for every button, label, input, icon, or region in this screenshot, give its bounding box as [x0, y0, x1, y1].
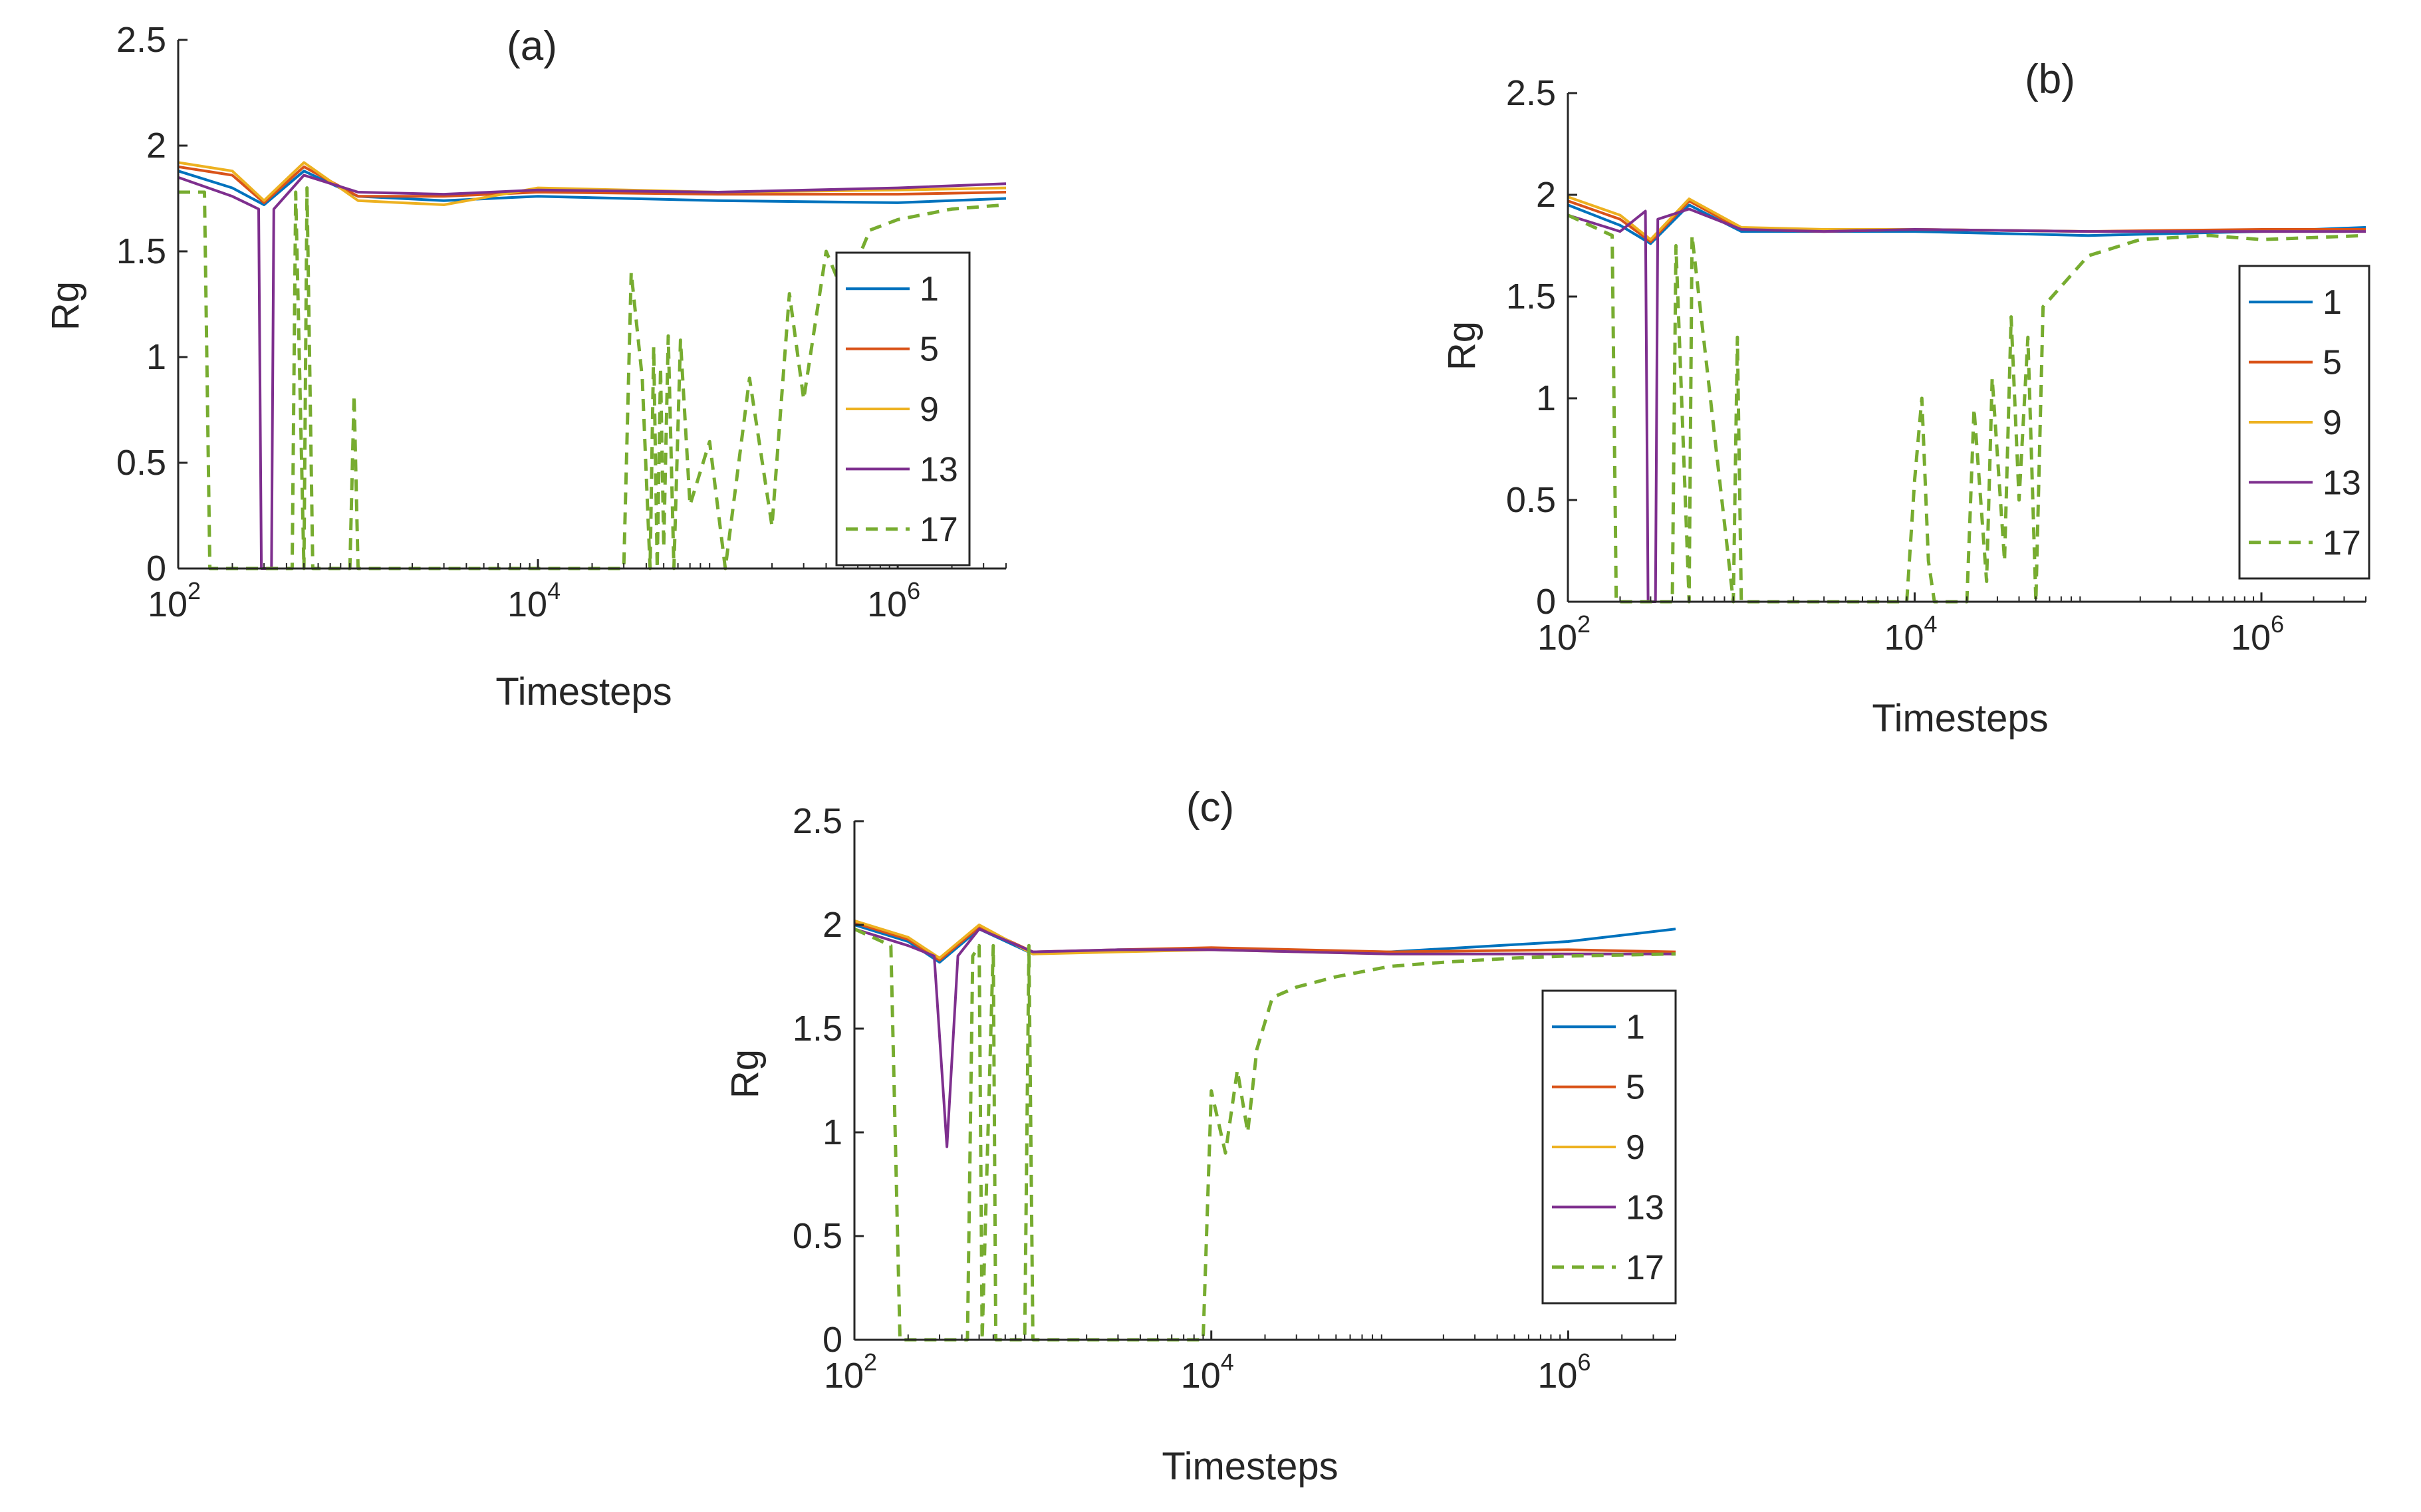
y-tick-label: 0.5 [793, 1216, 842, 1256]
y-tick-label: 1.5 [793, 1009, 842, 1049]
y-tick-label: 1 [146, 337, 166, 377]
series-line-13 [854, 928, 1676, 1148]
series-line-1 [178, 170, 1007, 206]
y-tick-label: 2.5 [793, 801, 842, 841]
panel-b: (b) 0 0.5 1 1.5 2 2.5 102 104 106 Timesteps Rg 1… [1440, 57, 2370, 740]
legend-label: 17 [2323, 524, 2361, 563]
y-axis-label: Rg [44, 281, 87, 330]
y-tick-label: 0.5 [116, 443, 166, 483]
y-tick-label: 2.5 [1506, 73, 1556, 113]
panel-title: (b) [2025, 57, 2075, 102]
y-tick-label: 0 [823, 1320, 842, 1360]
x-tick-label: 102 [148, 577, 201, 624]
y-tick-label: 1.5 [116, 231, 166, 271]
y-tick-label: 0.5 [1506, 480, 1556, 520]
y-tick-label: 2 [146, 126, 166, 166]
y-axis-label: Rg [723, 1049, 767, 1098]
legend-label: 1 [2323, 283, 2342, 322]
series-line-17 [178, 186, 1007, 570]
x-tick-label: 104 [1181, 1348, 1234, 1396]
legend-label: 1 [1626, 1008, 1645, 1047]
series-line-13 [1567, 207, 2366, 603]
legend-label: 5 [920, 330, 939, 369]
legend-label: 13 [2323, 463, 2361, 502]
x-tick-label: 106 [1537, 1348, 1591, 1396]
legend-label: 9 [1626, 1128, 1645, 1167]
y-tick-label: 2 [1536, 175, 1556, 215]
x-tick-label: 102 [1537, 610, 1591, 658]
legend: 1 5 9 13 17 [835, 251, 971, 567]
y-tick-label: 1 [1536, 378, 1556, 418]
panel-c: (c) 0 0.5 1 1.5 2 2.5 102 104 106 Timesteps Rg 1… [723, 785, 1677, 1488]
legend-label: 13 [920, 450, 958, 489]
legend-label: 5 [1626, 1069, 1645, 1107]
x-tick-label: 104 [1884, 610, 1937, 658]
x-axis-label: Timesteps [495, 670, 672, 713]
legend-label: 5 [2323, 344, 2342, 382]
panel-title: (a) [507, 23, 557, 69]
x-tick-label: 106 [2231, 610, 2284, 658]
legend-label: 17 [1626, 1249, 1664, 1287]
legend-label: 1 [920, 270, 939, 309]
x-axis-label: Timesteps [1162, 1445, 1338, 1488]
y-tick-label: 2 [823, 905, 842, 945]
legend-label: 13 [1626, 1188, 1664, 1227]
y-tick-label: 2.5 [116, 20, 166, 60]
legend-label: 17 [920, 511, 958, 549]
x-tick-label: 102 [824, 1348, 877, 1396]
series-line-13 [178, 174, 1007, 570]
legend-label: 9 [920, 390, 939, 429]
x-tick-label: 104 [507, 577, 561, 624]
panel-a: (a) 0 0.5 1 1.5 2 2.5 102 104 106 Timesteps Rg 1… [44, 20, 1007, 713]
y-tick-label: 1.5 [1506, 277, 1556, 316]
panel-title: (c) [1186, 785, 1234, 830]
y-axis-label: Rg [1440, 321, 1483, 370]
y-tick-label: 0 [1536, 582, 1556, 622]
series-line-5 [178, 165, 1007, 204]
legend-label: 9 [2323, 404, 2342, 442]
x-axis-label: Timesteps [1872, 697, 2048, 740]
x-tick-label: 106 [867, 577, 920, 624]
y-tick-label: 1 [823, 1112, 842, 1152]
legend: 1 5 9 13 17 [1541, 989, 1677, 1305]
y-tick-label: 0 [146, 549, 166, 588]
legend: 1 5 9 13 17 [2238, 265, 2370, 580]
